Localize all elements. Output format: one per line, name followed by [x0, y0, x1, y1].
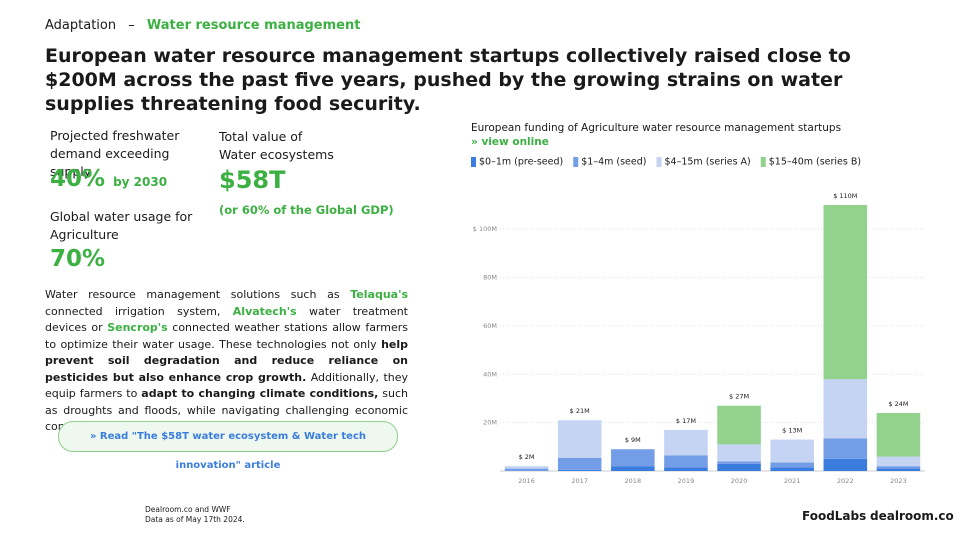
stat-label: Total value of Water ecosystems [219, 129, 334, 162]
y-tick-label: 20M [483, 419, 497, 427]
bar-segment [504, 468, 549, 471]
text-run: Alvatech's [232, 304, 297, 318]
breadcrumb: Adaptation – Water resource management [45, 18, 360, 33]
y-tick-label: $ 100M [473, 225, 497, 233]
bar-segment [876, 456, 921, 467]
stat-value: $58T [219, 166, 286, 194]
x-tick-label: 2017 [571, 477, 588, 485]
x-tick-label: 2018 [625, 477, 642, 485]
legend-label: $4–15m (series A) [665, 157, 751, 168]
legend-swatch [656, 157, 662, 167]
bar-segment [823, 205, 868, 380]
bar-segment [770, 439, 814, 463]
source-line: Data as of May 17th 2024. [145, 515, 245, 524]
bar-segment [717, 405, 761, 445]
bar-segment [717, 463, 761, 471]
headline: European water resource management start… [45, 45, 851, 115]
text-run: connected irrigation system, [45, 304, 233, 318]
stat-label: Global water usage for Agriculture [50, 209, 193, 242]
logo: FoodLabs [802, 509, 867, 523]
article-link[interactable]: » Read "The $58T water ecosystem & Water… [58, 421, 398, 471]
bar-segment [823, 379, 868, 439]
stat-suffix: by 2030 [113, 175, 168, 189]
legend-swatch [471, 157, 476, 167]
separator: – [128, 18, 135, 33]
section: Adaptation [45, 18, 117, 33]
bar-segment [717, 461, 761, 464]
total-label: $ 27M [729, 393, 749, 401]
x-tick-label: 2022 [837, 477, 854, 485]
total-label: $ 9M [625, 436, 641, 444]
y-tick-label: 40M [483, 370, 497, 378]
chart: European funding of Agriculture water re… [471, 122, 925, 485]
bar-segment [664, 429, 708, 456]
bar-segment [823, 438, 868, 459]
legend-swatch [760, 157, 766, 167]
logo: dealroom.co [870, 509, 954, 523]
legend-label: $15–40m (series B) [769, 157, 861, 168]
y-tick-label: 80M [483, 274, 497, 282]
chart-title: European funding of Agriculture water re… [471, 122, 841, 134]
x-tick-label: 2020 [731, 477, 748, 485]
text-run: help prevent soil degradation and reduce… [45, 337, 408, 384]
text-run: Sencrop's [107, 321, 168, 334]
text-run: water treatment devices or [45, 304, 408, 335]
bar-segment [504, 466, 549, 469]
legend-swatch [573, 157, 579, 167]
bar-segment [557, 457, 602, 470]
bar-segment [664, 467, 708, 471]
stat-value: 40% by 2030 [50, 166, 167, 192]
total-label: $ 21M [570, 407, 590, 415]
legend-label: $1–4m (seed) [581, 157, 646, 168]
stat-label: Projected freshwater demand exceeding su… [50, 128, 180, 179]
bar-segment [770, 462, 814, 468]
bar-segment [823, 458, 868, 471]
stat-value: 70% [50, 246, 106, 272]
source-line: Dealroom.co and WWF [145, 505, 231, 514]
bar-segment [611, 449, 655, 467]
stat-note: (or 60% of the Global GDP) [219, 203, 394, 217]
bar-segment [557, 469, 602, 471]
total-label: $ 2M [519, 453, 535, 461]
bar-segment [557, 420, 602, 458]
bar-segment [876, 466, 921, 469]
x-tick-label: 2019 [678, 477, 695, 485]
text-run: connected weather stations allow farmers… [45, 321, 408, 351]
y-tick-label: 60M [483, 322, 497, 330]
bar-segment [770, 467, 814, 471]
x-tick-label: 2016 [518, 477, 535, 485]
bar-segment [611, 466, 655, 471]
total-label: $ 17M [676, 417, 696, 425]
text-run: Water resource management solutions such… [45, 288, 351, 301]
legend-label: $0–1m (pre-seed) [479, 157, 563, 168]
x-tick-label: 2023 [890, 477, 907, 485]
text-run: Additionally, they equip farmers to [45, 370, 409, 401]
topic: Water resource management [146, 18, 361, 33]
bar-segment [717, 444, 761, 462]
total-label: $ 110M [833, 192, 857, 200]
stat-number: 40% [50, 166, 106, 192]
source: Dealroom.co and WWF Data as of May 17th … [145, 505, 245, 525]
x-tick-label: 2021 [784, 477, 801, 485]
bar-segment [876, 468, 921, 471]
text-run: Telaqua's [350, 288, 408, 301]
bar-segment [664, 455, 708, 468]
view-online-link[interactable]: » view online [471, 136, 549, 148]
total-label: $ 13M [782, 427, 802, 435]
bar-segment [876, 412, 921, 457]
body-text: Water resource management solutions such… [45, 287, 408, 436]
total-label: $ 24M [888, 400, 908, 408]
text-run: adapt to changing climate conditions, [141, 387, 379, 400]
